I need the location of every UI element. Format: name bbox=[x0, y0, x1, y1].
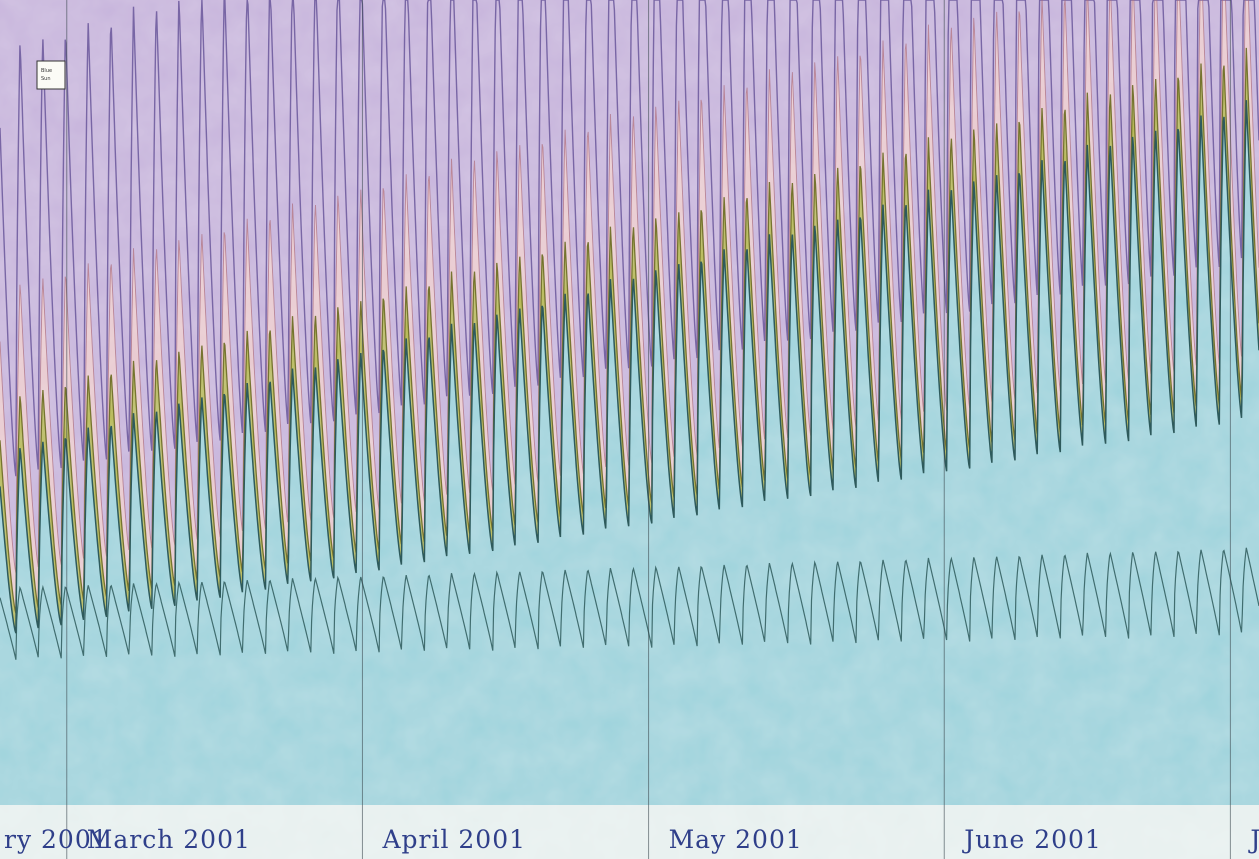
annotation-note-line-1: Blue bbox=[41, 68, 52, 74]
line-lower-series bbox=[0, 547, 1259, 660]
band-pink bbox=[0, 0, 1259, 614]
boundary-lines bbox=[0, 0, 1259, 660]
annotation-note-box bbox=[36, 60, 66, 90]
month-label: ry 2001 bbox=[4, 825, 109, 854]
annotation-note-line-2: Sun bbox=[41, 76, 51, 82]
line-pink-top bbox=[0, 0, 1259, 573]
month-label: June 2001 bbox=[961, 825, 1102, 854]
line-teal-top bbox=[0, 100, 1259, 634]
month-label: April 2001 bbox=[381, 825, 526, 854]
line-violet-top bbox=[0, 0, 1259, 477]
month-label: May 2001 bbox=[669, 825, 803, 854]
month-label: July bbox=[1247, 825, 1259, 854]
month-divider-lines bbox=[66, 0, 1231, 859]
annotation-note: Blue Sun bbox=[36, 60, 66, 90]
month-label: March 2001 bbox=[87, 825, 251, 854]
label-strip bbox=[0, 805, 1259, 859]
